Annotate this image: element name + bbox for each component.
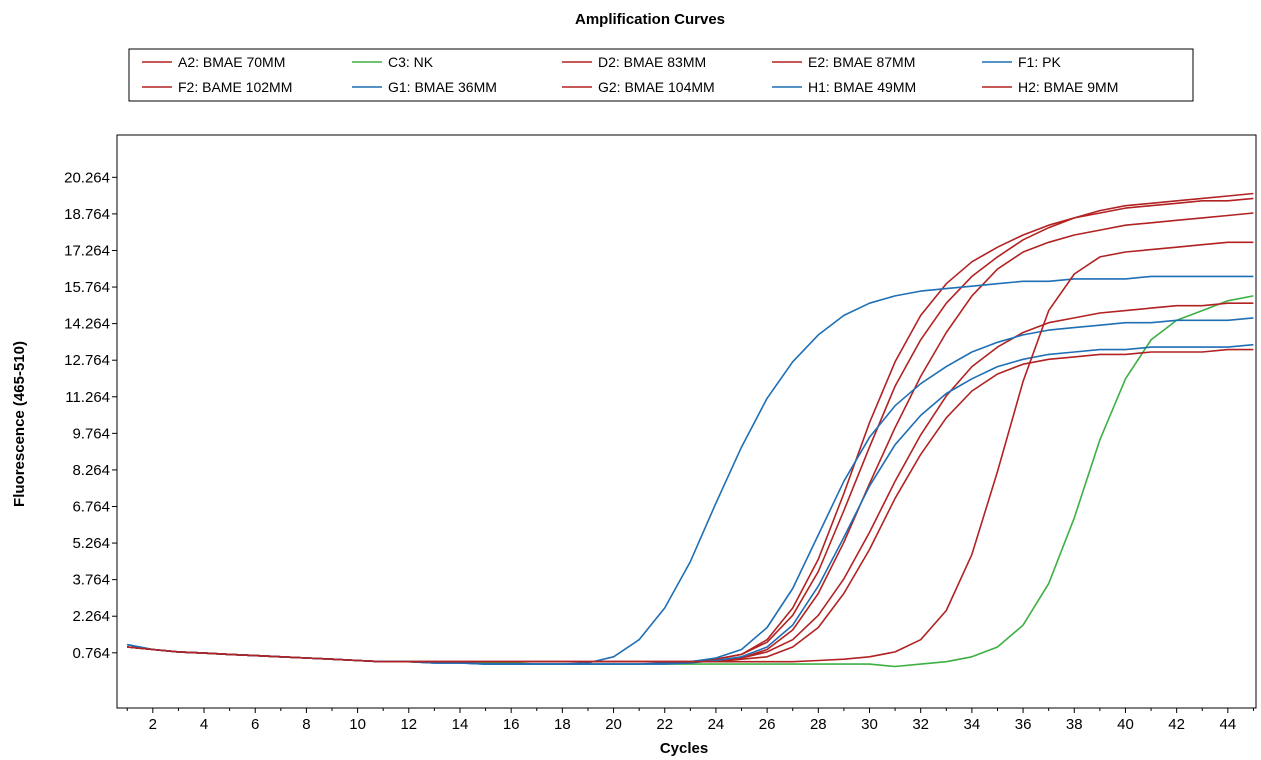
x-axis-title: Cycles — [660, 740, 708, 757]
x-tick-label: 42 — [1168, 716, 1185, 733]
series-lines — [127, 192, 1254, 668]
x-tick-label: 34 — [964, 716, 981, 733]
x-tick-label: 36 — [1015, 716, 1032, 733]
x-tick-label: 4 — [200, 716, 208, 733]
legend-box — [128, 48, 1194, 102]
x-tick-label: 8 — [302, 716, 310, 733]
y-tick-label: 9.764 — [72, 425, 110, 442]
x-tick-label: 6 — [251, 716, 259, 733]
y-axis-ticks: 0.764 2.264 3.764 5.264 6.764 8.264 9.764 11.26… — [64, 169, 117, 662]
legend-label: F1: PK — [1018, 54, 1061, 70]
y-tick-label: 12.764 — [64, 352, 110, 369]
y-tick-label: 8.264 — [72, 462, 110, 479]
x-tick-label: 44 — [1220, 716, 1237, 733]
y-tick-label: 5.264 — [72, 535, 110, 552]
x-tick-label: 26 — [759, 716, 776, 733]
legend-label: C3: NK — [388, 54, 434, 70]
legend: A2: BMAE 70MM C3: NK D2: BMAE 83MM E2: BMAE… — [142, 54, 1118, 95]
legend-label: G2: BMAE 104MM — [598, 79, 715, 95]
y-tick-label: 6.764 — [72, 498, 110, 515]
plot-area — [116, 134, 1257, 709]
x-tick-label: 14 — [452, 716, 469, 733]
x-tick-label: 10 — [349, 716, 366, 733]
legend-label: H2: BMAE 9MM — [1018, 79, 1118, 95]
x-tick-label: 32 — [912, 716, 929, 733]
series-line — [127, 241, 1254, 663]
chart-title: Amplification Curves — [575, 11, 725, 28]
legend-label: E2: BMAE 87MM — [808, 54, 915, 70]
x-tick-label: 40 — [1117, 716, 1134, 733]
y-tick-label: 11.264 — [65, 389, 110, 406]
legend-label: H1: BMAE 49MM — [808, 79, 916, 95]
x-tick-label: 24 — [708, 716, 725, 733]
y-tick-label: 2.264 — [72, 608, 110, 625]
legend-label: G1: BMAE 36MM — [388, 79, 497, 95]
y-tick-label: 20.264 — [64, 169, 110, 186]
y-tick-label: 14.264 — [64, 316, 110, 333]
x-tick-label: 28 — [810, 716, 827, 733]
y-tick-label: 18.764 — [64, 206, 110, 223]
y-tick-label: 0.764 — [72, 645, 110, 662]
legend-label: D2: BMAE 83MM — [598, 54, 706, 70]
x-tick-label: 16 — [503, 716, 520, 733]
x-axis-ticks: 2 4 6 8 10 12 14 16 18 20 22 24 26 28 30 32 34 36 38 40 42 44 — [126, 708, 1254, 733]
x-tick-label: 18 — [554, 716, 571, 733]
y-tick-label: 15.764 — [64, 279, 110, 296]
x-tick-label: 12 — [400, 716, 417, 733]
x-tick-label: 30 — [861, 716, 878, 733]
x-tick-label: 2 — [149, 716, 157, 733]
y-tick-label: 3.764 — [72, 572, 110, 589]
x-tick-label: 38 — [1066, 716, 1083, 733]
x-tick-label: 22 — [656, 716, 673, 733]
legend-label: F2: BAME 102MM — [178, 79, 292, 95]
x-tick-label: 20 — [605, 716, 622, 733]
y-axis-title: Fluorescence (465-510) — [11, 341, 28, 507]
y-tick-label: 17.264 — [64, 242, 110, 259]
legend-label: A2: BMAE 70MM — [178, 54, 285, 70]
